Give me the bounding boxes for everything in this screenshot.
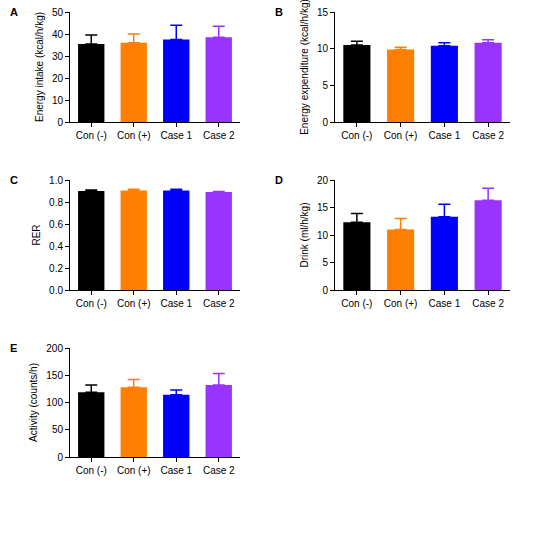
svg-text:50: 50 <box>52 424 64 435</box>
svg-text:Case 2: Case 2 <box>203 130 235 141</box>
svg-text:0: 0 <box>322 117 328 128</box>
svg-text:Case 1: Case 1 <box>429 130 461 141</box>
svg-text:Case 1: Case 1 <box>160 130 192 141</box>
svg-text:0: 0 <box>322 285 328 296</box>
svg-text:30: 30 <box>52 51 64 62</box>
svg-text:150: 150 <box>46 370 63 381</box>
svg-text:Con (-): Con (-) <box>76 298 107 309</box>
svg-text:Case 1: Case 1 <box>429 298 461 309</box>
svg-text:D: D <box>275 174 283 186</box>
svg-text:0.6: 0.6 <box>49 219 63 230</box>
svg-text:Con (+): Con (+) <box>117 130 151 141</box>
svg-text:100: 100 <box>46 397 63 408</box>
svg-text:0.8: 0.8 <box>49 197 63 208</box>
svg-text:Case 1: Case 1 <box>160 465 192 476</box>
svg-text:5: 5 <box>322 257 328 268</box>
svg-text:Energy expenditure (kcal/h/kg): Energy expenditure (kcal/h/kg) <box>299 0 310 135</box>
svg-text:Case 2: Case 2 <box>472 130 504 141</box>
svg-text:Activity (counts/h): Activity (counts/h) <box>28 363 39 442</box>
svg-text:10: 10 <box>317 43 329 54</box>
svg-text:0: 0 <box>57 117 63 128</box>
svg-text:15: 15 <box>317 202 329 213</box>
svg-text:Con (-): Con (-) <box>341 298 372 309</box>
svg-text:Con (+): Con (+) <box>384 298 418 309</box>
svg-text:C: C <box>10 174 18 186</box>
svg-text:0.0: 0.0 <box>49 285 63 296</box>
svg-text:Drink (ml/h/kg): Drink (ml/h/kg) <box>299 202 310 267</box>
svg-text:Con (+): Con (+) <box>117 298 151 309</box>
svg-text:10: 10 <box>52 95 64 106</box>
svg-text:E: E <box>10 342 17 354</box>
svg-text:0: 0 <box>57 452 63 463</box>
svg-text:50: 50 <box>52 7 64 18</box>
svg-text:0.2: 0.2 <box>49 263 63 274</box>
svg-text:Con (+): Con (+) <box>384 130 418 141</box>
svg-text:10: 10 <box>317 230 329 241</box>
svg-text:Con (-): Con (-) <box>76 465 107 476</box>
svg-text:20: 20 <box>52 73 64 84</box>
svg-text:RER: RER <box>31 224 42 245</box>
svg-text:40: 40 <box>52 29 64 40</box>
svg-text:1.0: 1.0 <box>49 175 63 186</box>
svg-text:Con (+): Con (+) <box>117 465 151 476</box>
svg-text:Case 2: Case 2 <box>203 465 235 476</box>
svg-text:15: 15 <box>317 7 329 18</box>
svg-text:Energy intake (kcal/h/kg): Energy intake (kcal/h/kg) <box>34 12 45 122</box>
svg-text:Case 2: Case 2 <box>472 298 504 309</box>
svg-text:Con (-): Con (-) <box>76 130 107 141</box>
svg-text:Con (-): Con (-) <box>341 130 372 141</box>
svg-text:Case 1: Case 1 <box>160 298 192 309</box>
svg-text:A: A <box>10 6 18 18</box>
svg-text:Case 2: Case 2 <box>203 298 235 309</box>
svg-text:B: B <box>275 6 283 18</box>
svg-text:200: 200 <box>46 343 63 354</box>
svg-text:20: 20 <box>317 175 329 186</box>
svg-text:5: 5 <box>322 80 328 91</box>
svg-text:0.4: 0.4 <box>49 241 63 252</box>
